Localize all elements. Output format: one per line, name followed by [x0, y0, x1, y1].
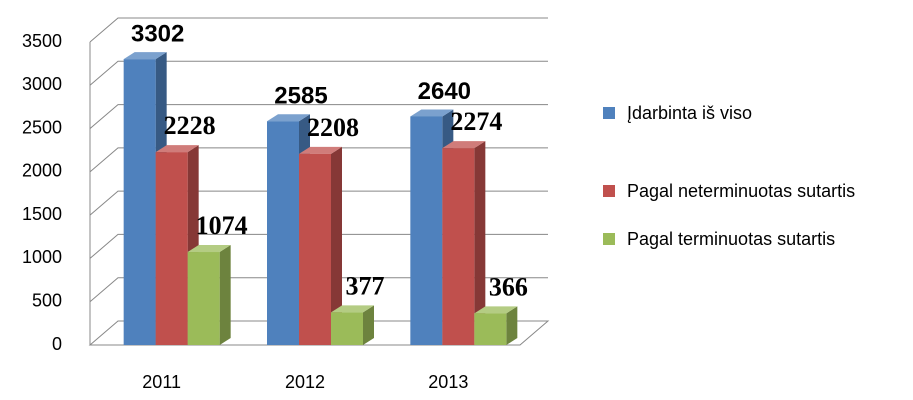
- bar-top: [442, 141, 486, 149]
- legend-swatch: [603, 107, 615, 119]
- bar-top: [155, 145, 199, 153]
- bar-front: [267, 121, 299, 345]
- bar-front: [474, 313, 507, 345]
- bar-side: [474, 141, 486, 345]
- bar-front: [410, 116, 443, 345]
- bar-top: [410, 109, 454, 117]
- x-tick-label: 2011: [142, 372, 181, 392]
- bar-front: [299, 153, 331, 345]
- y-tick-label: 2500: [22, 117, 62, 137]
- grid-line: [89, 277, 548, 303]
- data-label: 3302: [131, 20, 184, 47]
- bar-front: [442, 148, 475, 345]
- bar-top: [123, 52, 167, 60]
- data-label: 2274: [450, 107, 502, 136]
- legend-swatch: [603, 233, 615, 245]
- bar: [299, 146, 342, 345]
- data-label: 2208: [307, 113, 359, 142]
- y-tick-label: 3000: [22, 74, 62, 94]
- bar-front: [331, 312, 363, 345]
- y-tick-label: 2000: [22, 161, 62, 181]
- floor: [88, 320, 550, 346]
- data-label: 377: [346, 271, 385, 300]
- bar-side: [506, 306, 518, 345]
- bar-side: [331, 146, 342, 345]
- x-tick-label: 2012: [285, 372, 325, 392]
- data-label: 1074: [196, 211, 248, 240]
- bar-top: [187, 245, 231, 253]
- grid-line: [89, 17, 548, 43]
- y-tick-label: 0: [52, 334, 62, 354]
- bar-front: [123, 59, 156, 345]
- x-tick-label: 2013: [428, 372, 468, 392]
- legend-item: Įdarbinta iš viso: [603, 98, 903, 128]
- y-tick-label: 1500: [22, 204, 62, 224]
- data-label: 2228: [164, 111, 216, 140]
- legend-swatch: [603, 185, 615, 197]
- y-tick-label: 1000: [22, 247, 62, 267]
- legend: Įdarbinta iš viso Pagal neterminuotas sut…: [603, 98, 903, 254]
- y-tick-label: 500: [32, 290, 62, 310]
- data-label: 2640: [418, 78, 471, 105]
- y-tick-label: 3500: [22, 31, 62, 51]
- bar-side: [363, 305, 374, 345]
- bar: [474, 306, 518, 345]
- bar: [187, 245, 231, 345]
- data-label: 366: [489, 272, 528, 301]
- legend-item: Pagal neterminuotas sutartis: [603, 176, 903, 206]
- grid-line: [89, 104, 548, 129]
- grid-line: [89, 147, 548, 173]
- legend-label: Pagal terminuotas sutartis: [627, 229, 836, 249]
- bar: [331, 305, 374, 345]
- grid-line: [89, 190, 548, 216]
- legend-item: Pagal terminuotas sutartis: [603, 224, 903, 254]
- bar-top: [267, 114, 310, 122]
- bar-top: [299, 146, 342, 154]
- bar: [442, 141, 486, 345]
- bar-top: [331, 305, 374, 313]
- data-label: 2585: [274, 83, 327, 110]
- legend-label: Įdarbinta iš viso: [627, 103, 753, 123]
- bar-top: [474, 306, 518, 314]
- bar-side: [219, 245, 231, 345]
- bar-front: [155, 152, 188, 345]
- grid-line: [89, 60, 548, 86]
- grid-line: [89, 233, 548, 259]
- legend-label: Pagal neterminuotas sutartis: [627, 181, 856, 201]
- bar-front: [187, 252, 220, 345]
